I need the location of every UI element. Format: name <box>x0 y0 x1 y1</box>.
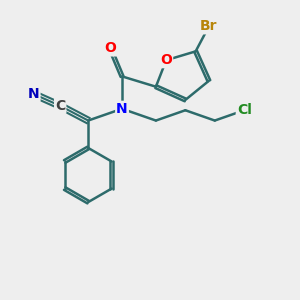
Text: N: N <box>28 87 40 101</box>
Text: O: O <box>160 53 172 67</box>
Text: Cl: Cl <box>237 103 252 117</box>
Text: Br: Br <box>200 19 218 33</box>
Text: C: C <box>55 99 65 113</box>
Text: O: O <box>104 41 116 56</box>
Text: N: N <box>116 102 128 116</box>
